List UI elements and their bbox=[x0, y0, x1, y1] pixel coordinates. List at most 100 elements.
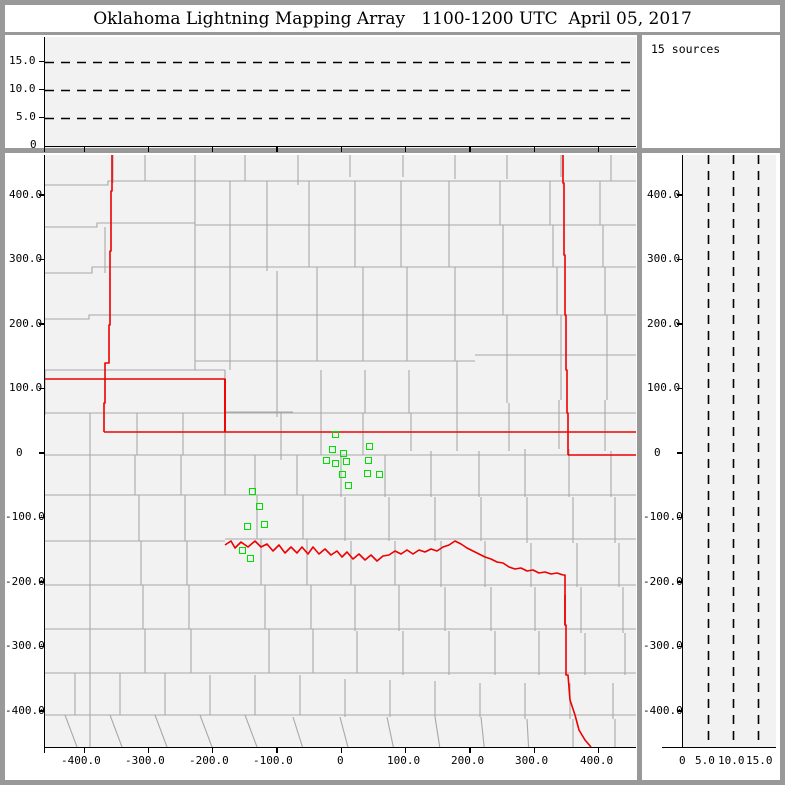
alt-ytick-label-100: 100.0 bbox=[647, 381, 681, 394]
map-xtick-0 bbox=[340, 747, 343, 753]
map-xtick-label-0: 0 bbox=[337, 754, 344, 767]
xtick-m100 bbox=[276, 146, 278, 152]
map-ytick-m400 bbox=[39, 710, 45, 712]
source-marker bbox=[345, 482, 352, 489]
xtick-400 bbox=[597, 146, 600, 152]
map-xtick-label-200: 200.0 bbox=[451, 754, 485, 767]
map-ytick-m200 bbox=[39, 581, 45, 583]
alt-ytick-label-200: 200.0 bbox=[647, 317, 681, 330]
alt-xtick-label-10: 10.0 bbox=[718, 754, 745, 767]
height-northsouth-plot-area[interactable] bbox=[683, 155, 776, 748]
map-x-axis bbox=[44, 747, 636, 749]
alt-ytick-m100 bbox=[677, 516, 683, 519]
map-xtick-edge bbox=[44, 747, 46, 753]
xtick-0 bbox=[340, 146, 343, 152]
alt-ytick-label-0: 0 bbox=[654, 446, 661, 459]
map-ytick-label-m400: -400.0 bbox=[5, 704, 45, 717]
alt-ytick-400 bbox=[677, 194, 683, 196]
time-height-gridlines bbox=[45, 61, 636, 120]
map-ytick-0 bbox=[39, 452, 45, 454]
time-height-plot-area[interactable] bbox=[45, 37, 636, 148]
source-marker bbox=[366, 443, 373, 450]
map-xtick-m300 bbox=[147, 747, 150, 753]
source-marker bbox=[329, 446, 336, 453]
alt-ytick-100 bbox=[677, 387, 683, 390]
map-xtick-400 bbox=[597, 747, 600, 753]
source-marker bbox=[323, 457, 330, 464]
sources-panel[interactable]: 15 sources bbox=[642, 35, 780, 148]
source-marker bbox=[332, 431, 339, 438]
map-ytick-400 bbox=[39, 194, 45, 196]
map-xtick-label-400: 400.0 bbox=[580, 754, 614, 767]
ytick-15 bbox=[39, 60, 45, 62]
alt-ytick-m300 bbox=[677, 645, 683, 648]
source-marker bbox=[339, 471, 346, 478]
source-marker bbox=[256, 503, 263, 510]
source-marker bbox=[365, 457, 372, 464]
ytick-5 bbox=[39, 116, 45, 118]
ytick-label-0: 0 bbox=[30, 138, 37, 151]
xtick-m200 bbox=[212, 146, 214, 152]
time-height-panel[interactable]: 15.0 10.0 5.0 0 -400.0 -300.0 -200.0 -10… bbox=[5, 35, 637, 166]
map-xtick-label-m400: -400.0 bbox=[61, 754, 101, 767]
alt-ytick-200 bbox=[677, 323, 683, 325]
map-ytick-200 bbox=[39, 323, 45, 325]
map-xtick-label-m300: -300.0 bbox=[125, 754, 165, 767]
map-y-axis bbox=[44, 155, 46, 748]
alt-y-axis bbox=[682, 155, 684, 748]
source-marker bbox=[261, 521, 268, 528]
map-ytick-m100 bbox=[39, 516, 45, 519]
xtick-100 bbox=[405, 146, 407, 152]
map-ytick-label-m300: -300.0 bbox=[5, 639, 45, 652]
alt-ytick-300 bbox=[677, 258, 683, 261]
map-xtick-m200 bbox=[212, 747, 214, 753]
alt-ytick-m200 bbox=[677, 581, 683, 583]
page-title: Oklahoma Lightning Mapping Array 1100-12… bbox=[93, 8, 692, 29]
title-bar: Oklahoma Lightning Mapping Array 1100-12… bbox=[5, 5, 780, 32]
map-ytick-m300 bbox=[39, 645, 45, 648]
map-xtick-label-m100: -100.0 bbox=[253, 754, 293, 767]
alt-x-axis bbox=[662, 747, 776, 749]
source-marker bbox=[247, 555, 254, 562]
height-northsouth-panel[interactable]: 400.0 300.0 200.0 100.0 0 -100.0 -200.0 … bbox=[642, 153, 780, 780]
alt-ytick-0 bbox=[677, 452, 683, 454]
sources-count-label: 15 sources bbox=[651, 42, 721, 56]
source-markers-layer bbox=[45, 155, 636, 748]
map-xtick-label-m200: -200.0 bbox=[189, 754, 229, 767]
alt-ytick-label-300: 300.0 bbox=[647, 252, 681, 265]
source-marker bbox=[244, 523, 251, 530]
alt-ytick-m400 bbox=[677, 710, 683, 712]
alt-xtick-label-0: 0 bbox=[679, 754, 686, 767]
map-ytick-300 bbox=[39, 258, 45, 261]
alt-ytick-label-m100: -100.0 bbox=[643, 510, 683, 523]
county-boundaries-layer bbox=[45, 155, 636, 748]
map-ytick-label-0: 0 bbox=[16, 446, 23, 459]
map-xtick-label-100: 100.0 bbox=[387, 754, 421, 767]
alt-ytick-label-400: 400.0 bbox=[647, 188, 681, 201]
map-xtick-200 bbox=[469, 747, 471, 753]
ytick-label-10: 10.0 bbox=[9, 82, 36, 95]
map-ytick-label-400: 400.0 bbox=[9, 188, 43, 201]
map-xtick-m100 bbox=[276, 747, 278, 753]
map-ytick-label-300: 300.0 bbox=[9, 252, 43, 265]
map-ytick-100 bbox=[39, 387, 45, 390]
map-ytick-label-m100: -100.0 bbox=[5, 510, 45, 523]
map-panel[interactable]: 400.0 300.0 200.0 100.0 0 -100.0 -200.0 … bbox=[5, 153, 637, 780]
time-height-x-axis bbox=[44, 146, 636, 148]
alt-xtick-label-15: 15.0 bbox=[746, 754, 773, 767]
alt-xtick-label-5: 5.0 bbox=[695, 754, 715, 767]
map-ytick-label-100: 100.0 bbox=[9, 381, 43, 394]
map-ytick-label-m200: -200.0 bbox=[5, 575, 45, 588]
source-marker bbox=[376, 471, 383, 478]
source-marker bbox=[332, 460, 339, 467]
map-plot-area[interactable] bbox=[45, 155, 636, 748]
alt-ytick-label-m200: -200.0 bbox=[643, 575, 683, 588]
ytick-10 bbox=[39, 88, 45, 90]
xtick-m400 bbox=[83, 146, 85, 152]
alt-ytick-label-m400: -400.0 bbox=[643, 704, 683, 717]
time-height-y-axis bbox=[44, 37, 46, 148]
xtick-300 bbox=[533, 146, 535, 152]
ytick-label-15: 15.0 bbox=[9, 54, 36, 67]
state-boundaries-layer bbox=[45, 155, 636, 748]
